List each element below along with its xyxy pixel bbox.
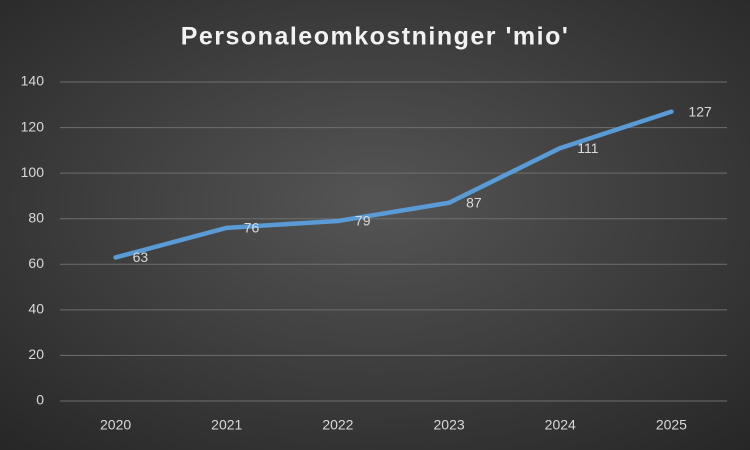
- data-label: 111: [577, 140, 598, 156]
- data-label: 127: [688, 103, 712, 119]
- y-tick-label: 40: [28, 301, 44, 317]
- y-tick-label: 100: [21, 164, 45, 180]
- data-label: 87: [466, 194, 482, 210]
- data-label: 76: [244, 220, 260, 236]
- y-tick-label: 60: [28, 255, 44, 271]
- y-tick-label: 20: [28, 346, 44, 362]
- x-tick-label: 2021: [211, 417, 242, 433]
- x-tick-label: 2025: [656, 417, 687, 433]
- chart-title: Personaleomkostninger 'mio': [181, 23, 570, 51]
- x-tick-label: 2022: [322, 417, 353, 433]
- y-tick-label: 140: [21, 73, 45, 89]
- data-label: 63: [133, 249, 149, 265]
- x-tick-label: 2023: [434, 417, 465, 433]
- y-tick-label: 0: [36, 392, 44, 408]
- x-tick-label: 2024: [545, 417, 576, 433]
- x-tick-label: 2020: [100, 417, 131, 433]
- y-tick-label: 80: [28, 209, 44, 225]
- line: [113, 109, 674, 260]
- y-tick-label: 120: [21, 118, 45, 134]
- data-label: 79: [355, 213, 371, 229]
